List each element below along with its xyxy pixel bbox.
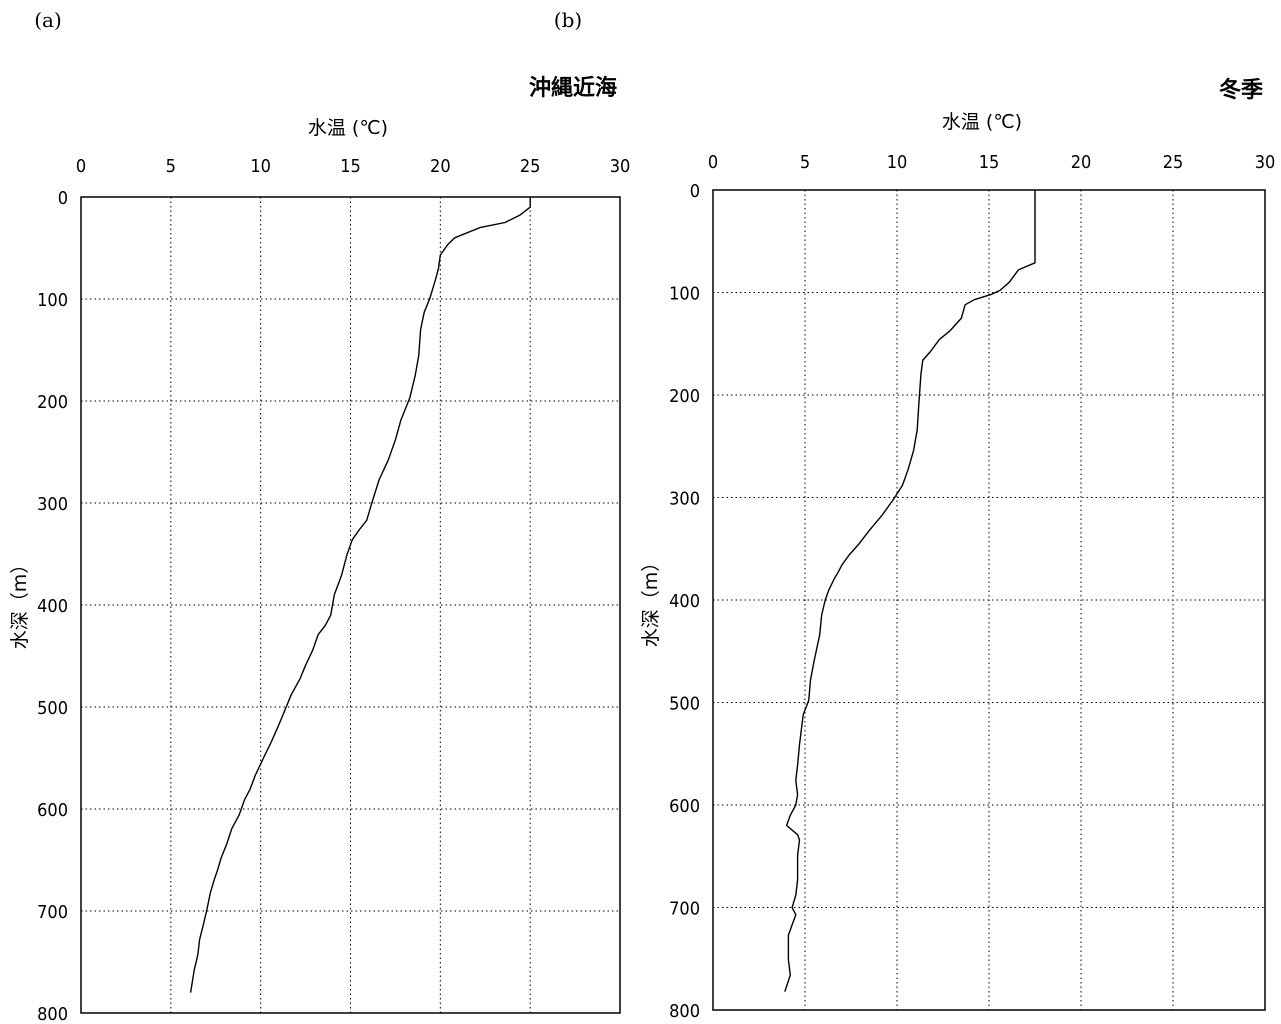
x-tick-label: 20 [430, 156, 451, 177]
x-tick-label: 5 [166, 156, 176, 177]
y-tick-label: 400 [37, 596, 68, 617]
panel-label-a: (a) [34, 8, 62, 32]
y-axis-label: 水深（m） [640, 553, 662, 648]
y-tick-label: 600 [669, 796, 700, 817]
y-tick-label: 400 [669, 591, 700, 612]
plot-frame [80, 196, 621, 1014]
x-tick-label: 20 [1071, 152, 1092, 173]
temperature-profile-line [784, 190, 1036, 992]
y-axis-label: 水深（m） [9, 555, 31, 650]
chart-a: 沖縄近海 水温 (℃) 水深（m） 0 5 10 15 20 25 300100200300… [9, 75, 630, 1024]
y-tick-label: 700 [37, 902, 68, 923]
y-tick-label: 0 [58, 188, 68, 209]
y-tick-label: 100 [669, 284, 700, 305]
x-tick-label: 10 [250, 156, 271, 177]
temperature-profile-line [189, 197, 531, 993]
x-tick-label: 15 [979, 152, 1000, 173]
x-tick-label: 0 [76, 156, 86, 177]
x-tick-label: 30 [610, 156, 631, 177]
y-tick-label: 800 [669, 1001, 700, 1022]
x-tick-label: 0 [708, 152, 718, 173]
x-tick-label: 25 [1163, 152, 1184, 173]
chart-title: 冬季 [1219, 77, 1263, 103]
x-tick-label: 10 [887, 152, 908, 173]
y-tick-label: 300 [669, 489, 700, 510]
x-tick-label: 30 [1255, 152, 1276, 173]
y-tick-label: 500 [669, 694, 700, 715]
panel-label-b: (b) [554, 8, 582, 32]
y-tick-label: 0 [690, 181, 700, 202]
plot-frame [712, 189, 1266, 1011]
y-tick-label: 200 [669, 386, 700, 407]
x-axis-label: 水温 (℃) [942, 111, 1022, 133]
y-tick-label: 800 [37, 1004, 68, 1024]
y-tick-label: 700 [669, 899, 700, 920]
y-tick-label: 200 [37, 392, 68, 413]
x-tick-label: 15 [340, 156, 361, 177]
y-tick-label: 500 [37, 698, 68, 719]
chart-title: 沖縄近海 [529, 75, 617, 101]
x-tick-label: 5 [800, 152, 810, 173]
x-axis-label: 水温 (℃) [308, 117, 388, 139]
chart-b: 冬季 水温 (℃) 水深（m） 0 5 10 15 20 25 30010020030040… [640, 77, 1275, 1022]
y-tick-label: 300 [37, 494, 68, 515]
y-tick-label: 100 [37, 290, 68, 311]
y-tick-label: 600 [37, 800, 68, 821]
x-tick-label: 25 [520, 156, 541, 177]
